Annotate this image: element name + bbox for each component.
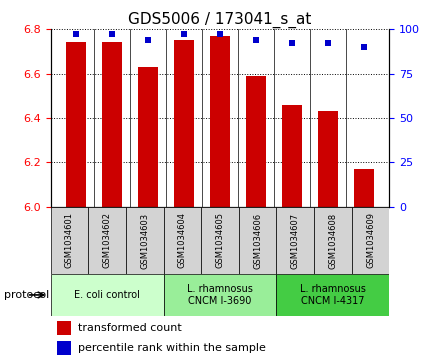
Point [289,40,296,46]
Bar [57,341,71,355]
Bar [210,36,230,207]
Bar [102,42,122,207]
Bar [282,105,302,207]
Text: GSM1034607: GSM1034607 [291,212,300,269]
Text: L. rhamnosus
CNCM I-3690: L. rhamnosus CNCM I-3690 [187,284,253,306]
Text: E. coli control: E. coli control [74,290,140,300]
Bar [138,67,158,207]
Bar [318,111,338,207]
Text: GSM1034606: GSM1034606 [253,212,262,269]
Bar [201,207,239,274]
Bar [51,274,164,316]
Text: GSM1034609: GSM1034609 [366,212,375,269]
Bar [57,322,71,335]
Text: percentile rank within the sample: percentile rank within the sample [78,343,266,352]
Bar [164,207,201,274]
Text: GSM1034601: GSM1034601 [65,212,74,269]
Point [216,32,224,37]
Text: GSM1034608: GSM1034608 [328,212,337,269]
Point [73,32,80,37]
Bar [66,42,86,207]
Bar [354,169,374,207]
Point [360,44,367,50]
Point [180,32,187,37]
Bar [239,207,276,274]
Text: GSM1034602: GSM1034602 [103,212,112,269]
Text: GSM1034604: GSM1034604 [178,212,187,269]
Bar [276,207,314,274]
Bar [352,207,389,274]
Text: GSM1034603: GSM1034603 [140,212,149,269]
Text: protocol: protocol [4,290,50,300]
Bar [174,40,194,207]
Bar [51,207,88,274]
Bar [88,207,126,274]
Point [253,37,260,42]
Text: transformed count: transformed count [78,323,181,334]
Bar [314,207,352,274]
Point [108,32,115,37]
Text: GSM1034605: GSM1034605 [216,212,224,269]
Bar [126,207,164,274]
Bar [276,274,389,316]
Point [144,37,151,42]
Bar [246,76,266,207]
Bar [164,274,276,316]
Text: L. rhamnosus
CNCM I-4317: L. rhamnosus CNCM I-4317 [300,284,366,306]
Title: GDS5006 / 173041_s_at: GDS5006 / 173041_s_at [128,12,312,28]
Point [325,40,332,46]
